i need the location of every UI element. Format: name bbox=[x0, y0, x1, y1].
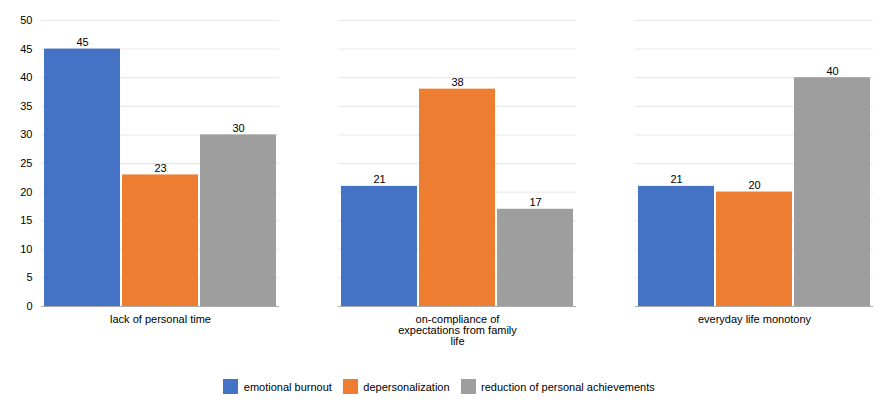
svg-text:30: 30 bbox=[232, 122, 244, 134]
html-text:reduction of personal achievem: reduction of personal achievements bbox=[481, 380, 655, 393]
svg-text:25: 25 bbox=[20, 157, 32, 169]
svg-text:5: 5 bbox=[26, 271, 32, 283]
svg-text:everyday life monotony: everyday life monotony bbox=[698, 313, 812, 325]
svg-text:38: 38 bbox=[451, 76, 463, 88]
svg-text:17: 17 bbox=[529, 196, 541, 208]
html-text:depersonalization: depersonalization bbox=[363, 380, 450, 393]
svg-text:0: 0 bbox=[26, 300, 32, 312]
svg-text:45: 45 bbox=[76, 36, 88, 48]
svg-text:30: 30 bbox=[20, 128, 32, 140]
svg-text:lack of personal time: lack of personal time bbox=[110, 313, 211, 325]
svg-text:23: 23 bbox=[154, 162, 166, 174]
svg-text:40: 40 bbox=[20, 71, 32, 83]
svg-text:21: 21 bbox=[670, 173, 682, 185]
svg-text:45: 45 bbox=[20, 43, 32, 55]
svg-text:20: 20 bbox=[748, 179, 760, 191]
svg-text:on-compliance ofexpectations f: on-compliance ofexpectations from family… bbox=[398, 313, 517, 347]
svg-text:15: 15 bbox=[20, 214, 32, 226]
html-text:emotional burnout: emotional burnout bbox=[243, 380, 332, 393]
svg-text:50: 50 bbox=[20, 14, 32, 26]
svg-text:40: 40 bbox=[826, 65, 838, 77]
svg-text:21: 21 bbox=[373, 173, 385, 185]
svg-text:35: 35 bbox=[20, 100, 32, 112]
svg-text:20: 20 bbox=[20, 186, 32, 198]
svg-text:10: 10 bbox=[20, 243, 32, 255]
